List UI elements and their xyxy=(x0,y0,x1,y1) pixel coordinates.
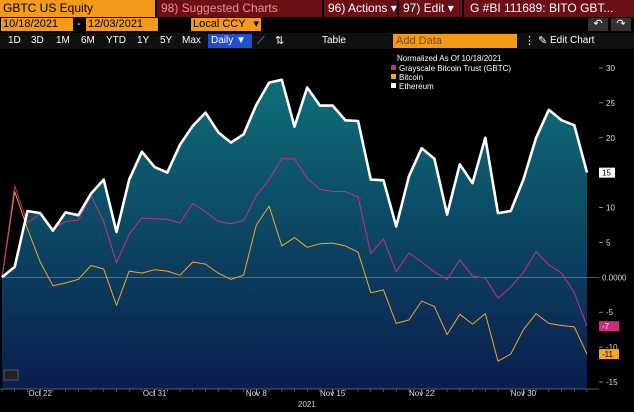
x-tick-label: Oct 31 xyxy=(143,389,167,398)
chevron-down-icon: ▾ xyxy=(447,1,454,15)
legend-swatch-bitcoin xyxy=(391,74,396,79)
ethereum-area xyxy=(2,79,587,390)
x-tick-label: Nov 22 xyxy=(409,389,435,398)
range-3d[interactable]: 3D xyxy=(31,35,44,46)
zero-last-label: 0.0000 xyxy=(602,273,627,282)
ethereum-last-label: 15 xyxy=(602,169,611,178)
legend-swatch-ethereum xyxy=(391,83,396,88)
x-tick-label: Nov 8 xyxy=(246,389,267,398)
range-ytd[interactable]: YTD xyxy=(106,35,126,46)
x-tick-label: Oct 22 xyxy=(28,389,52,398)
legend-title: Normalized As Of 10/18/2021 xyxy=(397,54,502,63)
y-tick-label: -15 xyxy=(606,378,618,387)
y-tick-label: 10 xyxy=(606,204,615,213)
legend-swatch-gbtc xyxy=(391,65,396,70)
end-date-input[interactable]: 12/03/2021 xyxy=(86,18,158,31)
legend-label-gbtc: Grayscale Bitcoin Trust (GBTC) xyxy=(399,64,511,73)
gbtc-last-label: -7 xyxy=(602,322,610,331)
bi-link[interactable]: G #BI 111689: BITO GBT... xyxy=(464,0,634,17)
y-tick-label: 25 xyxy=(606,99,615,108)
range-1d[interactable]: 1D xyxy=(8,35,21,46)
add-data-input[interactable]: Add Data xyxy=(393,34,517,48)
currency-label: Local CCY xyxy=(193,18,246,30)
pencil-icon[interactable]: ✎ xyxy=(538,35,548,47)
series-line-ethereum xyxy=(1,78,589,279)
y-tick-label: -5 xyxy=(606,308,614,317)
currency-select[interactable]: Local CCY ▾ xyxy=(191,18,261,31)
line-chart-icon[interactable]: ⟋ xyxy=(257,35,265,47)
y-tick-label: 30 xyxy=(606,64,615,73)
range-1y[interactable]: 1Y xyxy=(137,35,150,46)
ethereum-last-label-box xyxy=(599,167,615,178)
x-tick-label: Nov 15 xyxy=(320,389,346,398)
security-ticker[interactable]: GBTC US Equity xyxy=(0,0,155,17)
date-separator: - xyxy=(77,18,81,30)
start-date-input[interactable]: 10/18/2021 xyxy=(1,18,73,31)
chart-area: Normalized As Of 10/18/2021 Grayscale Bi… xyxy=(0,49,634,409)
y-tick-label: -10 xyxy=(606,343,618,352)
y-tick-label: 5 xyxy=(606,238,611,247)
range-5y[interactable]: 5Y xyxy=(160,35,173,46)
range-6m[interactable]: 6M xyxy=(81,35,95,46)
range-max[interactable]: Max xyxy=(182,35,201,46)
y-tick-label: 20 xyxy=(606,134,615,143)
actions-menu[interactable]: 96) Actions ▾ xyxy=(324,0,397,17)
series-line-bitcoin xyxy=(1,191,588,362)
legend-label-ethereum: Ethereum xyxy=(399,82,434,91)
range-1m[interactable]: 1M xyxy=(56,35,70,46)
redo-icon[interactable]: ↷ xyxy=(611,18,631,31)
chart-toggle-icon[interactable] xyxy=(3,369,19,381)
series-line-gbtc xyxy=(1,158,588,327)
chevron-down-icon: ▾ xyxy=(390,1,397,15)
zero-last-label-box xyxy=(599,272,633,283)
legend: Normalized As Of 10/18/2021 Grayscale Bi… xyxy=(391,54,511,91)
period-select[interactable]: Daily ▼ xyxy=(208,34,252,48)
bitcoin-last-label: -11 xyxy=(602,350,614,359)
undo-icon[interactable]: ↶ xyxy=(588,18,608,31)
chart-settings-icon[interactable]: ⇅ xyxy=(275,35,285,47)
x-year-label: 2021 xyxy=(298,400,316,409)
chevron-down-icon: ▾ xyxy=(253,18,259,30)
y-axis-panel xyxy=(599,49,634,389)
table-button[interactable]: Table xyxy=(322,35,346,46)
edit-chart-button[interactable]: Edit Chart xyxy=(550,35,595,46)
actions-label: 96) Actions xyxy=(328,1,388,15)
legend-label-bitcoin: Bitcoin xyxy=(399,73,423,82)
date-toolbar xyxy=(0,17,634,33)
edit-label: 97) Edit xyxy=(403,1,445,15)
suggested-charts-button[interactable]: 98) Suggested Charts xyxy=(157,0,322,17)
edit-menu[interactable]: 97) Edit ▾ xyxy=(399,0,462,17)
x-tick-label: Nov 30 xyxy=(511,389,537,398)
x-axis: Oct 22 Oct 31 Nov 8 Nov 15 Nov 22 Nov 30 xyxy=(0,388,599,398)
bitcoin-last-label-box xyxy=(599,349,619,360)
gbtc-last-label-box xyxy=(599,321,619,332)
options-icon[interactable]: ⋮ xyxy=(524,35,535,47)
